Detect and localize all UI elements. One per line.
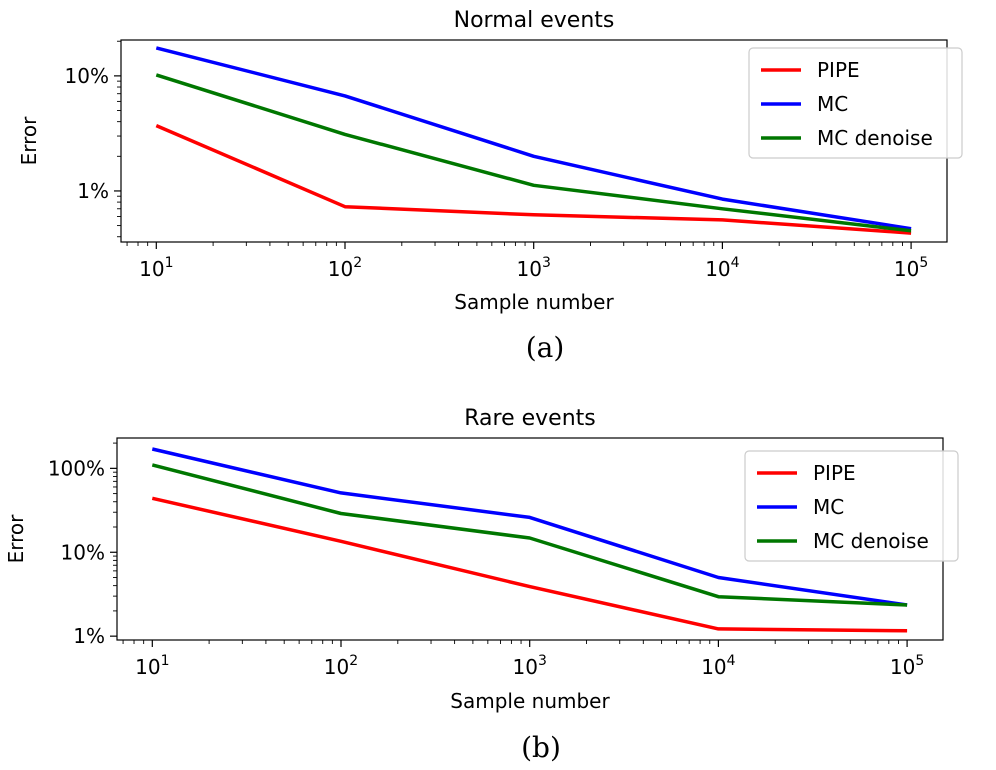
legend-label-mc: MC xyxy=(813,495,844,519)
chart-title: Rare events xyxy=(464,406,596,431)
y-tick-label: 10% xyxy=(61,540,105,564)
legend: PIPE MC MC denoise xyxy=(744,450,959,562)
y-tick-label: 10% xyxy=(65,64,109,88)
series-line-mc xyxy=(151,447,908,607)
legend-label-mc-denoise: MC denoise xyxy=(813,529,929,553)
series-line-mc-denoise xyxy=(151,463,908,607)
x-tick-label: 103 xyxy=(517,255,551,281)
y-tick-label: 1% xyxy=(77,179,109,203)
y-tick-label: 1% xyxy=(73,624,105,648)
legend-label-mc-denoise: MC denoise xyxy=(817,126,933,150)
legend-box xyxy=(744,450,959,562)
y-axis-label: Error xyxy=(17,116,41,166)
legend-box xyxy=(748,47,963,159)
figure-caption: (a) xyxy=(526,331,565,364)
x-axis-label: Sample number xyxy=(454,290,614,314)
y-tick-label: 100% xyxy=(48,456,105,480)
x-tick-label: 102 xyxy=(328,255,362,281)
x-tick-label: 104 xyxy=(705,255,739,281)
x-tick-label: 104 xyxy=(701,653,735,679)
series-line-mc-denoise xyxy=(155,73,912,233)
x-tick-label: 105 xyxy=(890,653,924,679)
legend-label-pipe: PIPE xyxy=(813,461,856,485)
figure-caption: (b) xyxy=(521,731,561,764)
x-tick-label: 103 xyxy=(513,653,547,679)
x-tick-label: 105 xyxy=(894,255,928,281)
x-axis-label: Sample number xyxy=(450,689,610,713)
series-line-mc xyxy=(155,46,912,231)
legend-label-pipe: PIPE xyxy=(817,58,860,82)
chart-a: Normal events 101 102 103 104 105 1% 10% Sample … xyxy=(17,8,963,364)
y-axis-label: Error xyxy=(4,514,28,564)
x-tick-label: 101 xyxy=(139,255,173,281)
x-tick-label: 102 xyxy=(324,653,358,679)
x-tick-label: 101 xyxy=(135,653,169,679)
chart-title: Normal events xyxy=(454,8,615,33)
chart-b: Rare events 101 102 103 104 105 1% 10% 100% Sampl… xyxy=(4,406,959,764)
legend-label-mc: MC xyxy=(817,92,848,116)
series-line-pipe xyxy=(151,496,908,633)
series-line-pipe xyxy=(155,123,912,235)
legend: PIPE MC MC denoise xyxy=(748,47,963,159)
